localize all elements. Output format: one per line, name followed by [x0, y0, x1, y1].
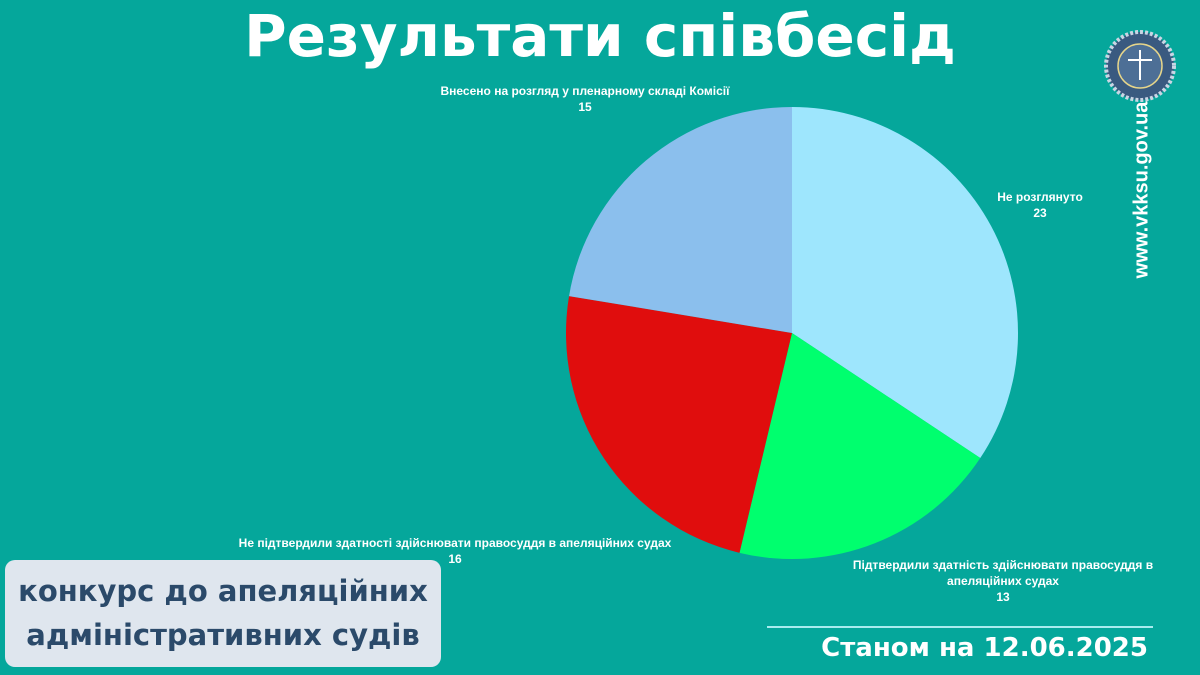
- slice-name: Не підтвердили здатності здійснювати пра…: [238, 536, 672, 550]
- logo: [1104, 30, 1176, 102]
- pie-slice: [739, 333, 981, 560]
- slice-value: 15: [578, 100, 592, 114]
- pie-slice: [792, 107, 1018, 459]
- slice-label: Внесено на розгляд у пленарному складі К…: [415, 83, 755, 115]
- pie-slice: [569, 106, 792, 333]
- slice-name: Підтвердили здатність здійснювати правос…: [852, 558, 1154, 588]
- date-note: Станом на 12.06.2025: [821, 633, 1148, 663]
- divider: [767, 626, 1153, 628]
- slice-value: 13: [996, 590, 1010, 604]
- competition-box: конкурс до апеляційних адміністративних …: [5, 560, 441, 667]
- slice-label: Підтвердили здатність здійснювати правос…: [838, 557, 1168, 605]
- chart-title: Результати співбесід: [244, 2, 956, 70]
- slice-value: 16: [448, 552, 462, 566]
- slice-label: Не розглянуто 23: [940, 189, 1140, 221]
- slice-value: 23: [1033, 206, 1047, 220]
- pie-slice: [566, 296, 792, 553]
- slice-name: Внесено на розгляд у пленарному складі К…: [440, 84, 730, 98]
- slice-label: Не підтвердили здатності здійснювати пра…: [215, 535, 695, 567]
- slice-name: Не розглянуто: [997, 190, 1083, 204]
